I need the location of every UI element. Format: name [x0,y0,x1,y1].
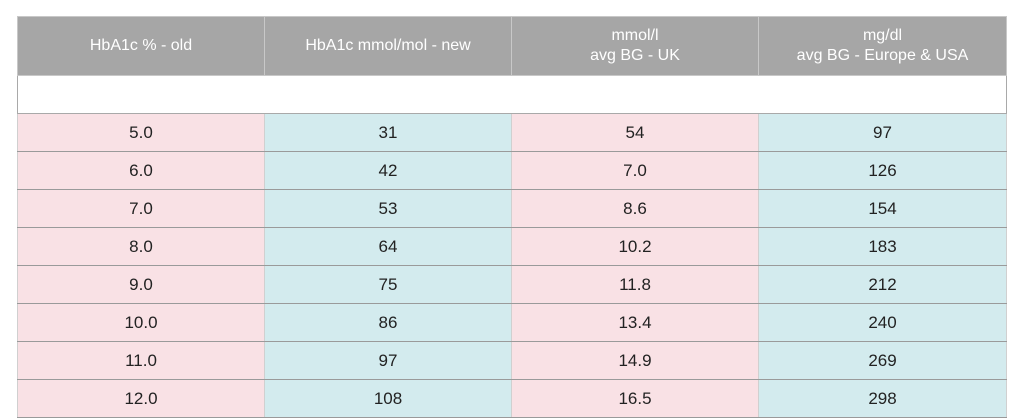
cell-mg-dl: 298 [758,379,1007,418]
spacer-row [17,75,1007,114]
header-hba1c-mmol-mol: HbA1c mmol/mol - new [264,16,512,76]
table-row: 5.0 31 54 97 [17,113,1007,152]
cell-hba1c-mmol-mol: 97 [264,341,512,380]
cell-hba1c-percent: 11.0 [17,341,265,380]
cell-hba1c-percent: 9.0 [17,265,265,304]
table-row: 11.0 97 14.9 269 [17,341,1007,380]
table-header: HbA1c % - old HbA1c mmol/mol - new mmol/… [17,16,1007,76]
cell-hba1c-mmol-mol: 53 [264,189,512,228]
header-mmol-l: mmol/l avg BG - UK [511,16,759,76]
conversion-table-container: HbA1c % - old HbA1c mmol/mol - new mmol/… [17,16,1007,418]
cell-hba1c-percent: 8.0 [17,227,265,266]
cell-hba1c-mmol-mol: 86 [264,303,512,342]
header-mg-dl-region: avg BG - Europe & USA [796,47,969,64]
cell-hba1c-mmol-mol: 42 [264,151,512,190]
cell-mg-dl: 269 [758,341,1007,380]
cell-mmol-l: 13.4 [511,303,759,342]
cell-hba1c-percent: 10.0 [17,303,265,342]
cell-mg-dl: 212 [758,265,1007,304]
table-row: 12.0 108 16.5 298 [17,379,1007,418]
cell-hba1c-mmol-mol: 31 [264,113,512,152]
cell-mmol-l: 10.2 [511,227,759,266]
table-row: 7.0 53 8.6 154 [17,189,1007,228]
header-mmol-l-unit: mmol/l [611,27,659,44]
table-body: 5.0 31 54 97 6.0 42 7.0 126 7.0 53 8.6 1… [17,75,1007,418]
cell-hba1c-mmol-mol: 64 [264,227,512,266]
cell-hba1c-percent: 7.0 [17,189,265,228]
cell-hba1c-mmol-mol: 75 [264,265,512,304]
cell-mg-dl: 97 [758,113,1007,152]
cell-mmol-l: 7.0 [511,151,759,190]
cell-mmol-l: 54 [511,113,759,152]
cell-hba1c-percent: 6.0 [17,151,265,190]
cell-mmol-l: 16.5 [511,379,759,418]
header-hba1c-percent: HbA1c % - old [17,16,265,76]
cell-mg-dl: 240 [758,303,1007,342]
table-row: 10.0 86 13.4 240 [17,303,1007,342]
table-row: 6.0 42 7.0 126 [17,151,1007,190]
table-row: 8.0 64 10.2 183 [17,227,1007,266]
spacer-cell [17,75,1007,114]
hba1c-conversion-table: HbA1c % - old HbA1c mmol/mol - new mmol/… [17,16,1007,418]
cell-mmol-l: 14.9 [511,341,759,380]
cell-mmol-l: 8.6 [511,189,759,228]
cell-mg-dl: 183 [758,227,1007,266]
table-row: 9.0 75 11.8 212 [17,265,1007,304]
header-row: HbA1c % - old HbA1c mmol/mol - new mmol/… [17,16,1007,76]
header-mmol-l-region: avg BG - UK [590,47,680,64]
cell-hba1c-mmol-mol: 108 [264,379,512,418]
cell-mg-dl: 154 [758,189,1007,228]
cell-mg-dl: 126 [758,151,1007,190]
header-mg-dl-unit: mg/dl [862,27,903,44]
cell-hba1c-percent: 5.0 [17,113,265,152]
cell-mmol-l: 11.8 [511,265,759,304]
header-mg-dl: mg/dl avg BG - Europe & USA [758,16,1007,76]
cell-hba1c-percent: 12.0 [17,379,265,418]
